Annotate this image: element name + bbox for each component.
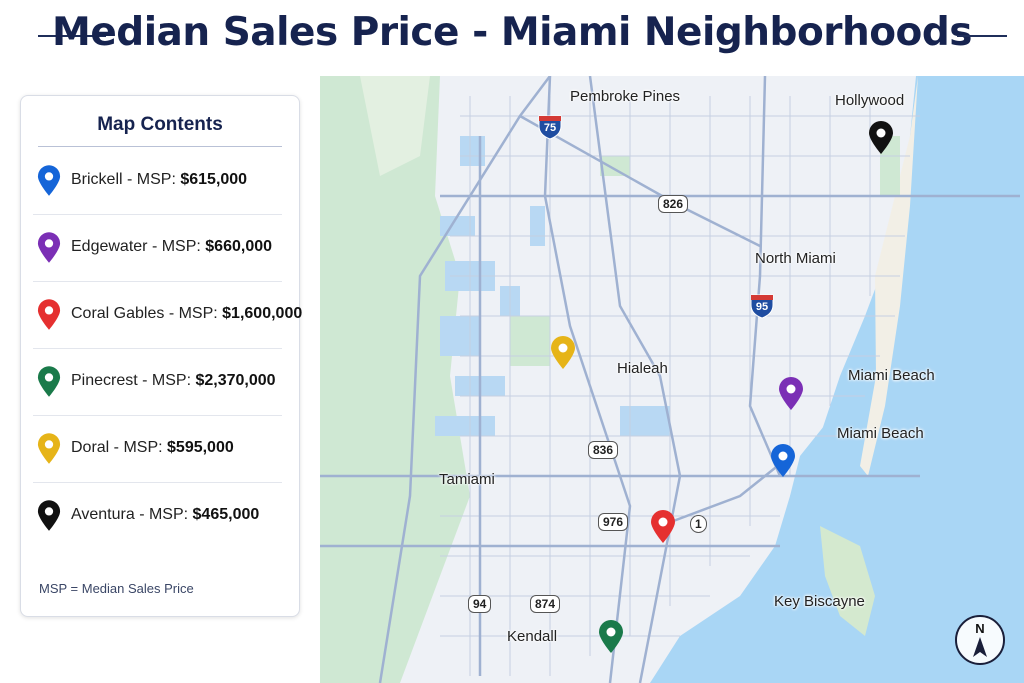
map-pin-doral[interactable]: [550, 336, 576, 370]
route-94-shield: 94: [468, 595, 492, 613]
us-1-shield: 1: [690, 515, 707, 533]
legend-heading: Map Contents: [97, 114, 223, 135]
interstate-95-shield: 95: [750, 293, 774, 319]
legend-divider: [38, 146, 282, 147]
legend-item-label: Edgewater - MSP: $660,000: [71, 238, 273, 255]
legend-item-label: Coral Gables - MSP: $1,600,000: [71, 305, 303, 322]
place-label-tamiami: Tamiami: [439, 471, 495, 488]
legend-item-label: Aventura - MSP: $465,000: [71, 506, 260, 523]
map-pin-brickell[interactable]: [770, 444, 796, 478]
compass-north-label: N: [975, 621, 985, 636]
legend-item-brickell[interactable]: Brickell - MSP: $615,000: [33, 148, 282, 215]
compass-rose: N: [955, 615, 1005, 665]
green-pin-icon: [37, 366, 61, 397]
place-label-north-miami: North Miami: [755, 250, 836, 267]
place-label-pembroke-pines: Pembroke Pines: [570, 88, 681, 105]
legend-item-label: Brickell - MSP: $615,000: [71, 171, 248, 188]
place-label-key-biscayne: Key Biscayne: [774, 593, 865, 610]
legend-item-edgewater[interactable]: Edgewater - MSP: $660,000: [33, 215, 282, 282]
legend-item-doral[interactable]: Doral - MSP: $595,000: [33, 416, 282, 483]
title-rule-left: [38, 35, 106, 37]
yellow-pin-icon: [37, 433, 61, 464]
map-pin-edgewater[interactable]: [778, 377, 804, 411]
legend-item-label: Doral - MSP: $595,000: [71, 439, 234, 456]
map-pin-coral-gables[interactable]: [650, 510, 676, 544]
place-label-hialeah: Hialeah: [617, 360, 668, 377]
page-title: Median Sales Price - Miami Neighborhoods: [52, 10, 972, 55]
route-976-shield: 976: [598, 513, 629, 531]
route-836-shield: 836: [588, 441, 619, 459]
purple-pin-icon: [37, 232, 61, 263]
map-pin-pinecrest[interactable]: [598, 620, 624, 654]
black-pin-icon: [37, 500, 61, 531]
place-label-miami-beach: Miami Beach: [848, 367, 935, 384]
place-label-kendall: Kendall: [507, 628, 558, 645]
north-arrow-icon: [973, 637, 987, 657]
map-view[interactable]: Pembroke Pines Hollywood North Miami Hia…: [320, 76, 1024, 683]
red-pin-icon: [37, 299, 61, 330]
legend-item-aventura[interactable]: Aventura - MSP: $465,000: [33, 483, 282, 549]
legend-list: Brickell - MSP: $615,000 Edgewater - MSP…: [21, 148, 302, 549]
title-rule-right: [957, 35, 1007, 37]
route-826-shield: 826: [658, 195, 689, 213]
blue-pin-icon: [37, 165, 61, 196]
legend-item-label: Pinecrest - MSP: $2,370,000: [71, 372, 276, 389]
legend-item-pinecrest[interactable]: Pinecrest - MSP: $2,370,000: [33, 349, 282, 416]
legend-footnote: MSP = Median Sales Price: [39, 581, 194, 596]
interstate-75-shield: 75: [538, 114, 562, 140]
map-canvas: [320, 76, 1024, 683]
map-pin-aventura[interactable]: [868, 121, 894, 155]
route-874-shield: 874: [530, 595, 561, 613]
header: Median Sales Price - Miami Neighborhoods: [0, 0, 1024, 76]
place-label-hollywood: Hollywood: [835, 92, 905, 109]
place-label-miami-beach-2: Miami Beach: [837, 425, 924, 442]
legend-item-coral-gables[interactable]: Coral Gables - MSP: $1,600,000: [33, 282, 302, 349]
legend-panel: Map Contents Brickell - MSP: $615,000 Ed…: [20, 95, 302, 617]
